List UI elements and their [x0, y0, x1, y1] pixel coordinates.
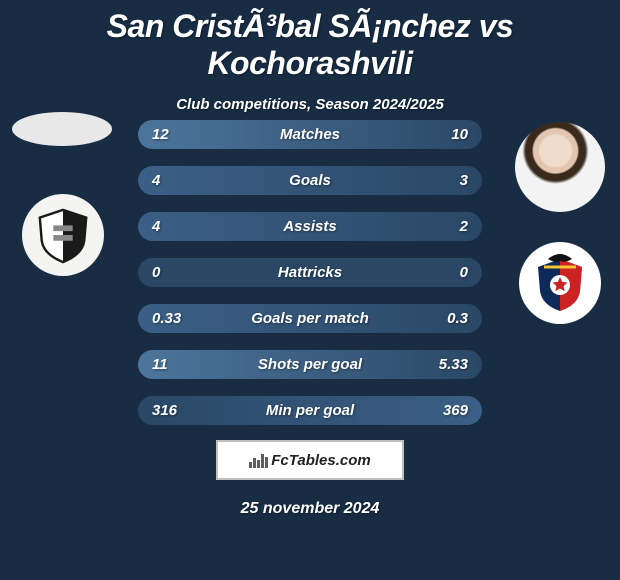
stat-row: 4 Assists 2 — [138, 212, 482, 241]
stat-pill: 12 Matches 10 — [138, 120, 482, 149]
stat-value-left: 0.33 — [152, 310, 181, 327]
stat-pill: 316 Min per goal 369 — [138, 396, 482, 425]
stat-value-right: 3 — [460, 172, 468, 189]
stat-row: 12 Matches 10 — [138, 120, 482, 149]
source-brand-text: FcTables.com — [271, 452, 370, 469]
date-text: 25 november 2024 — [241, 500, 380, 518]
stat-pill: 0 Hattricks 0 — [138, 258, 482, 287]
stat-label: Assists — [283, 218, 336, 235]
stat-label: Goals per match — [251, 310, 369, 327]
stat-label: Min per goal — [266, 402, 354, 419]
stat-row: 0 Hattricks 0 — [138, 258, 482, 287]
stat-value-left: 4 — [152, 172, 160, 189]
stat-value-right: 369 — [443, 402, 468, 419]
stat-pill: 4 Goals 3 — [138, 166, 482, 195]
stat-label: Shots per goal — [258, 356, 362, 373]
stat-pill: 4 Assists 2 — [138, 212, 482, 241]
subtitle: Club competitions, Season 2024/2025 — [0, 96, 620, 113]
stat-value-left: 4 — [152, 218, 160, 235]
stat-value-right: 2 — [460, 218, 468, 235]
stat-value-right: 0 — [460, 264, 468, 281]
stat-label: Hattricks — [278, 264, 342, 281]
stat-value-right: 5.33 — [439, 356, 468, 373]
stat-row: 316 Min per goal 369 — [138, 396, 482, 425]
stat-pill: 0.33 Goals per match 0.3 — [138, 304, 482, 333]
stat-value-right: 10 — [451, 126, 468, 143]
stat-value-left: 11 — [152, 356, 168, 373]
stat-row: 4 Goals 3 — [138, 166, 482, 195]
stats-list: 12 Matches 10 4 Goals 3 4 Assists 2 0 Hattricks 0 0.… — [0, 120, 620, 442]
bars-icon — [249, 452, 267, 468]
stat-value-right: 0.3 — [447, 310, 468, 327]
stat-value-left: 0 — [152, 264, 160, 281]
stat-value-left: 316 — [152, 402, 177, 419]
source-badge: FcTables.com — [216, 440, 404, 480]
stat-row: 0.33 Goals per match 0.3 — [138, 304, 482, 333]
stat-row: 11 Shots per goal 5.33 — [138, 350, 482, 379]
stat-value-left: 12 — [152, 126, 169, 143]
stat-pill: 11 Shots per goal 5.33 — [138, 350, 482, 379]
stat-label: Goals — [289, 172, 331, 189]
page-title: San CristÃ³bal SÃ¡nchez vs Kochorashvili — [0, 0, 620, 82]
stat-label: Matches — [280, 126, 340, 143]
